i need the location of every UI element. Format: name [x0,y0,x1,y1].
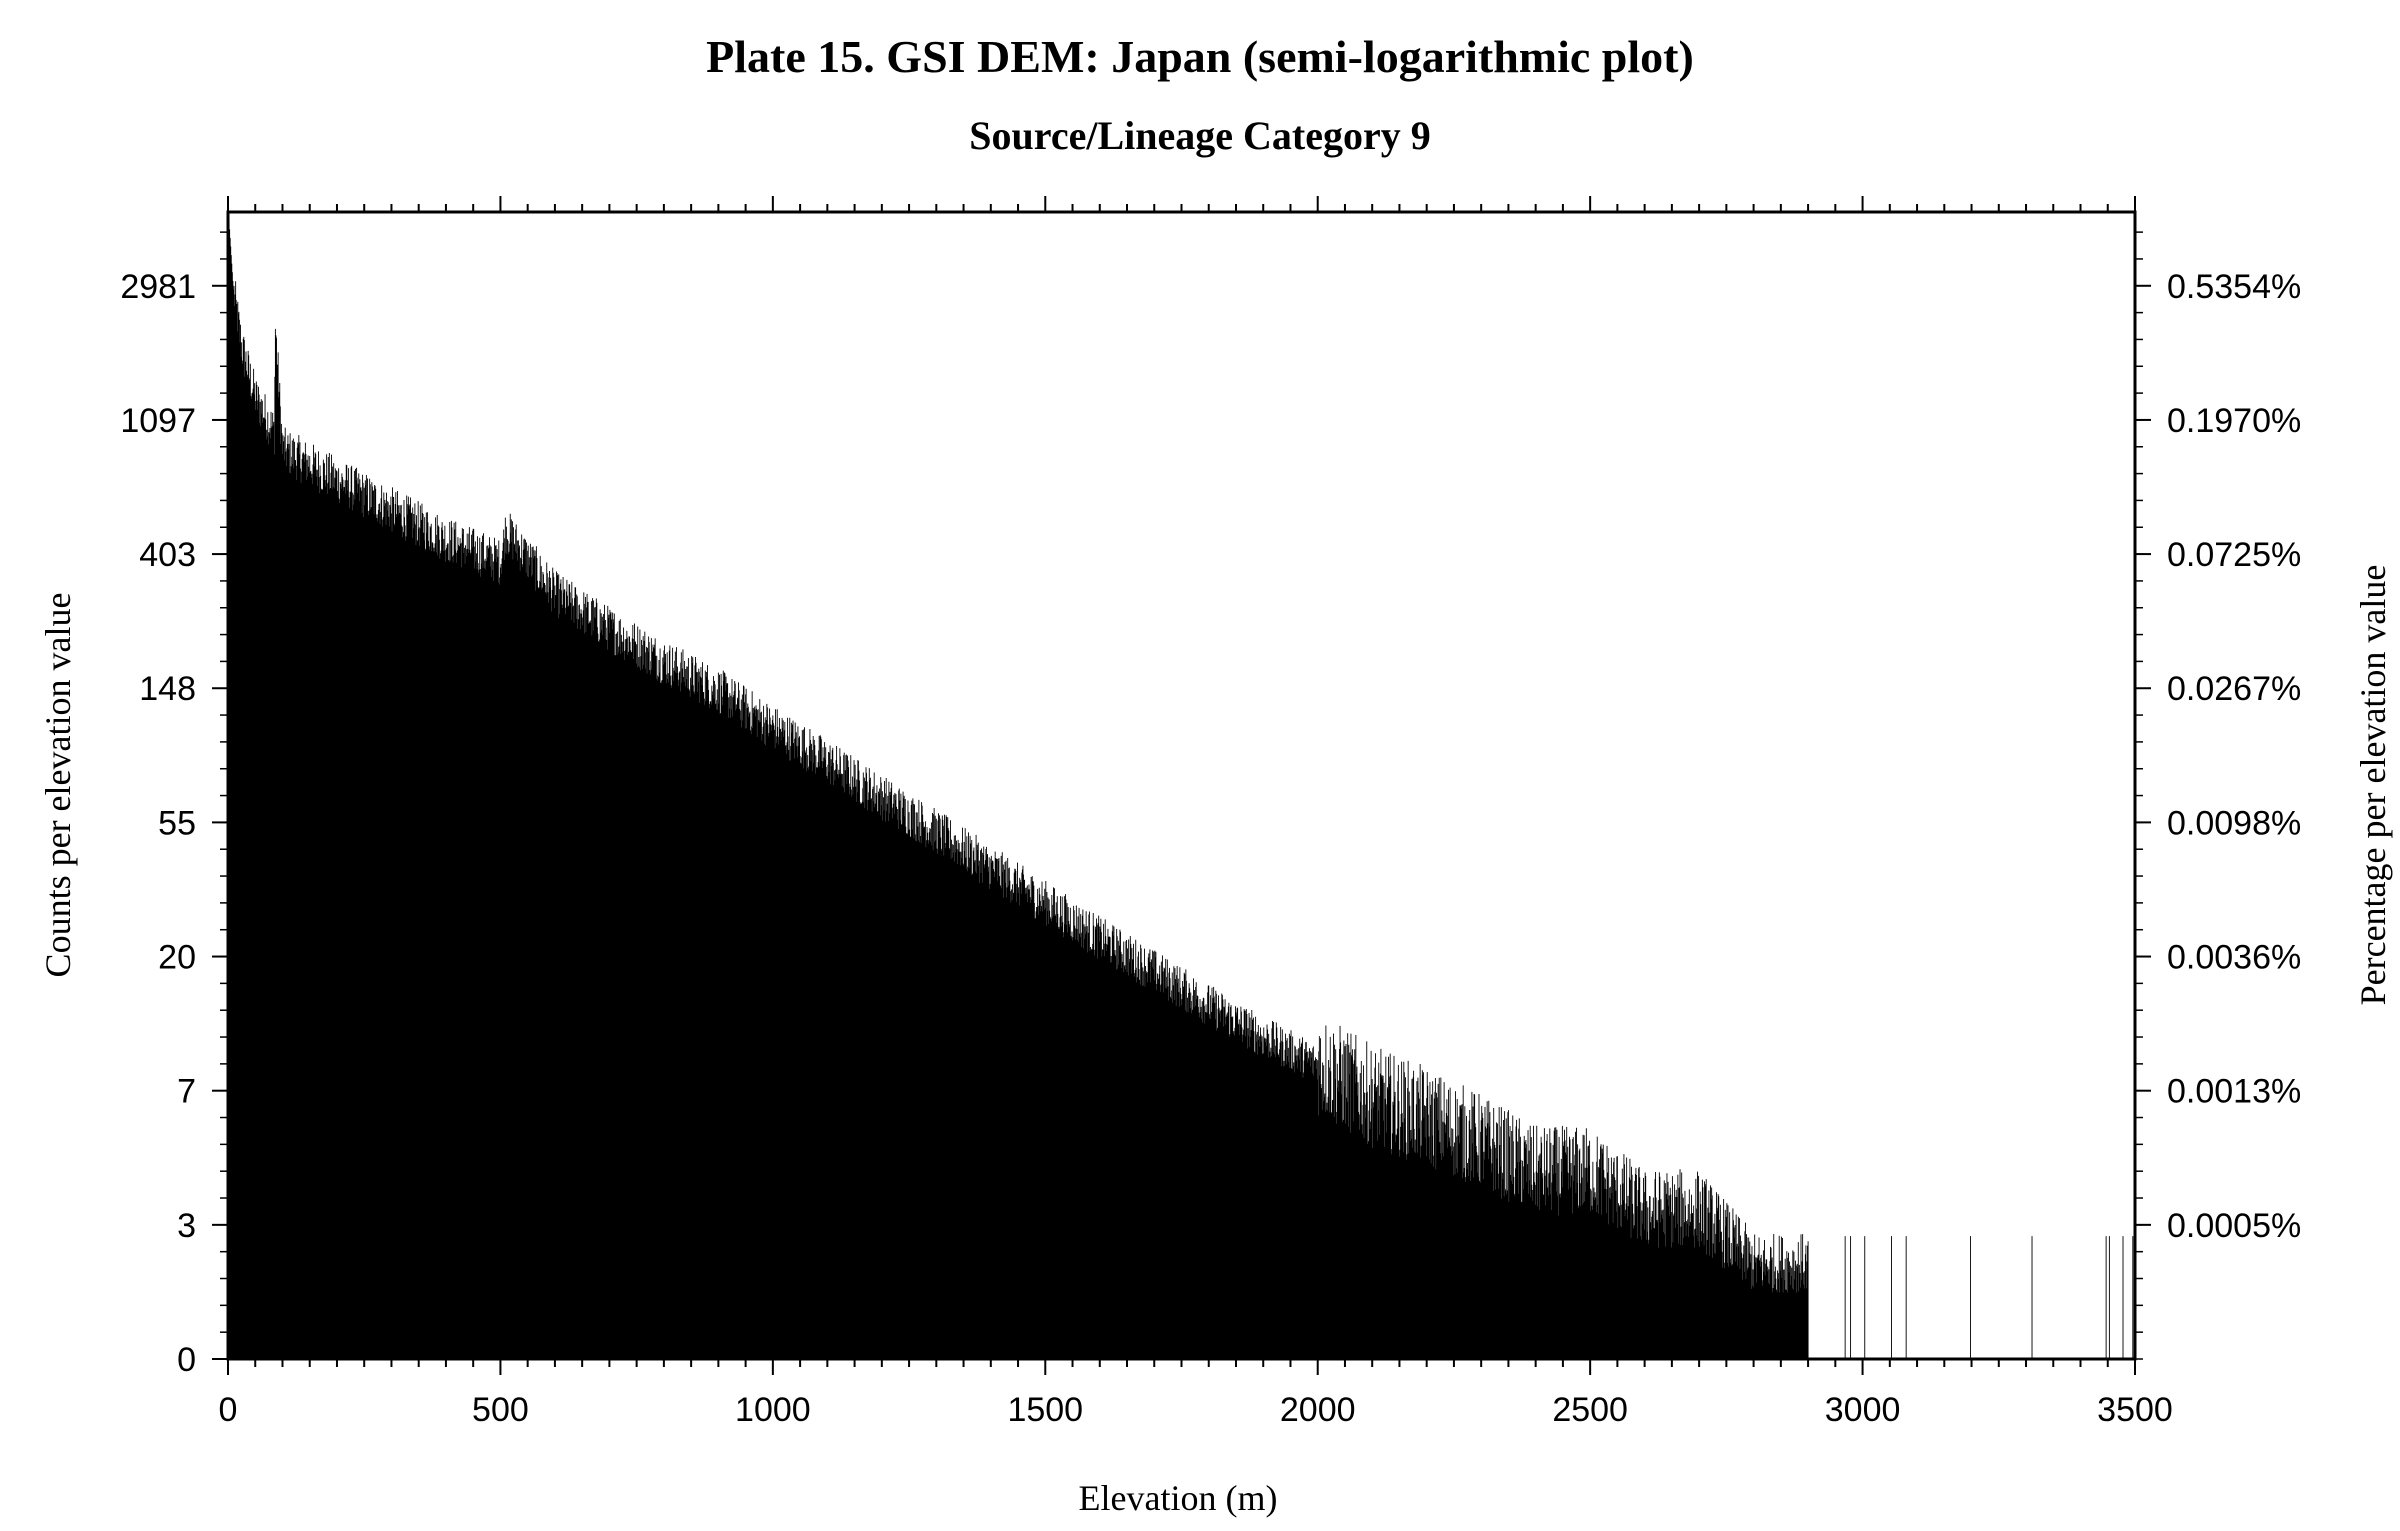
y2-tick-label: 0.0267% [2167,670,2301,708]
y2-tick-label: 0.0013% [2167,1073,2301,1111]
x-tick-label: 1500 [1007,1391,1083,1429]
y2-tick-label: 0.0005% [2167,1207,2301,1245]
x-tick-label: 3500 [2097,1391,2173,1429]
x-tick-label: 3000 [1825,1391,1901,1429]
chart-subtitle: Source/Lineage Category 9 [969,113,1431,158]
y-tick-label: 1097 [120,402,196,440]
y2-tick-label: 0.0098% [2167,804,2301,842]
y-axis-label: Counts per elevation value [38,593,78,978]
x-tick-label: 0 [219,1391,238,1429]
y-axis: 0 3 7 20 55 148 403 1097 2981 [120,231,228,1379]
y-tick-label: 55 [158,804,196,842]
y-tick-label: 0 [177,1341,196,1379]
y2-tick-label: 0.0725% [2167,536,2301,574]
x-axis-label: Elevation (m) [1079,1478,1278,1518]
y-tick-label: 3 [177,1207,196,1245]
x-tick-label: 1000 [735,1391,811,1429]
chart-title: Plate 15. GSI DEM: Japan (semi-logarithm… [706,31,1694,82]
histogram-bars [227,203,2134,1359]
y-tick-label: 148 [139,670,196,708]
x-tick-label: 2000 [1280,1391,1356,1429]
histogram-bar-series [227,203,2134,1359]
y-tick-label: 7 [177,1073,196,1111]
y2-axis: 0.0005% 0.0013% 0.0036% 0.0098% 0.0267% 0.072… [2135,231,2301,1360]
x-tick-label: 500 [472,1391,529,1429]
x-axis: 0 500 1000 1500 2000 2500 3000 3500 [219,196,2173,1429]
x-tick-label: 2500 [1552,1391,1628,1429]
y2-axis-label: Percentage per elevation value [2353,565,2393,1006]
y2-tick-label: 0.0036% [2167,939,2301,977]
y-tick-label: 20 [158,939,196,977]
y-tick-label: 2981 [120,268,196,306]
y2-tick-label: 0.1970% [2167,402,2301,440]
y2-tick-label: 0.5354% [2167,268,2301,306]
y-tick-label: 403 [139,536,196,574]
